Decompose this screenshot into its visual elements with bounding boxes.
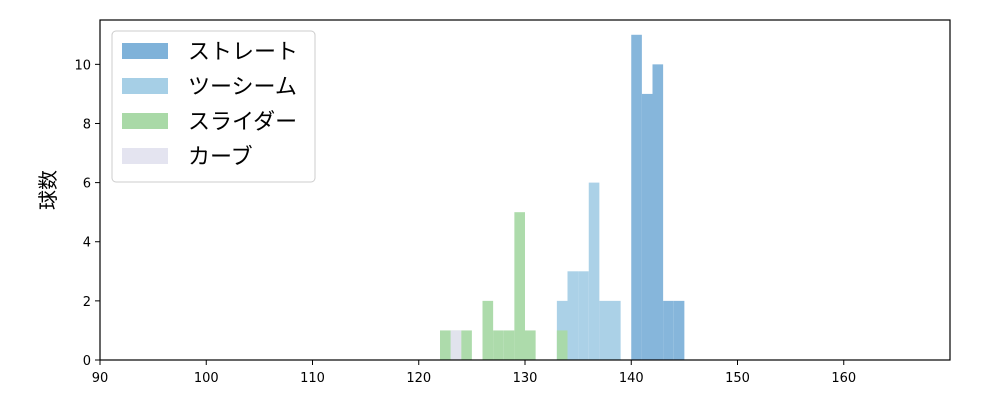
bar-0-1 [641,93,653,361]
bar-1-5 [610,300,621,360]
bar-2-3 [482,300,494,360]
bar-0-3 [663,300,674,360]
bar-0-2 [652,64,664,360]
y-axis-label: 球数 [36,170,60,210]
legend-swatch [122,78,168,94]
bar-2-0 [440,330,451,360]
y-tick-label: 8 [83,117,91,132]
bar-2-5 [503,330,515,360]
y-axis: 0 2 4 6 8 10 [74,58,100,369]
bar-1-3 [588,182,600,360]
x-tick-label: 130 [513,371,538,386]
x-tick-label: 160 [831,371,856,386]
x-tick-label: 90 [92,371,109,386]
legend-label: ツーシーム [188,75,297,100]
y-tick-label: 10 [74,58,91,73]
bar-2-6 [514,212,525,360]
x-tick-label: 120 [406,371,431,386]
bar-1-4 [599,300,610,360]
bar-2-7 [525,330,536,360]
bar-3-0 [450,330,462,360]
bar-0-0 [631,34,642,361]
legend-label: カーブ [188,145,253,170]
y-tick-label: 0 [83,354,91,369]
bar-2-2 [461,330,472,360]
bar-2-4 [493,330,504,360]
y-tick-label: 6 [83,177,91,192]
x-tick-label: 100 [194,371,219,386]
legend-label: スライダー [188,110,297,135]
legend-swatch [122,43,168,59]
bar-0-4 [673,300,685,360]
x-axis: 90 100 110 120 130 140 150 160 [92,360,856,386]
bar-2-8 [556,330,568,360]
legend-swatch [122,148,168,164]
bars-layer [440,34,685,361]
x-tick-label: 150 [725,371,750,386]
y-tick-label: 2 [83,295,91,310]
bar-1-1 [567,271,579,360]
x-tick-label: 140 [619,371,644,386]
y-tick-label: 4 [83,236,91,251]
legend-swatch [122,113,168,129]
bar-1-2 [578,271,589,360]
legend-label: ストレート [188,40,298,65]
x-tick-label: 110 [300,371,325,386]
legend-box [111,30,316,183]
